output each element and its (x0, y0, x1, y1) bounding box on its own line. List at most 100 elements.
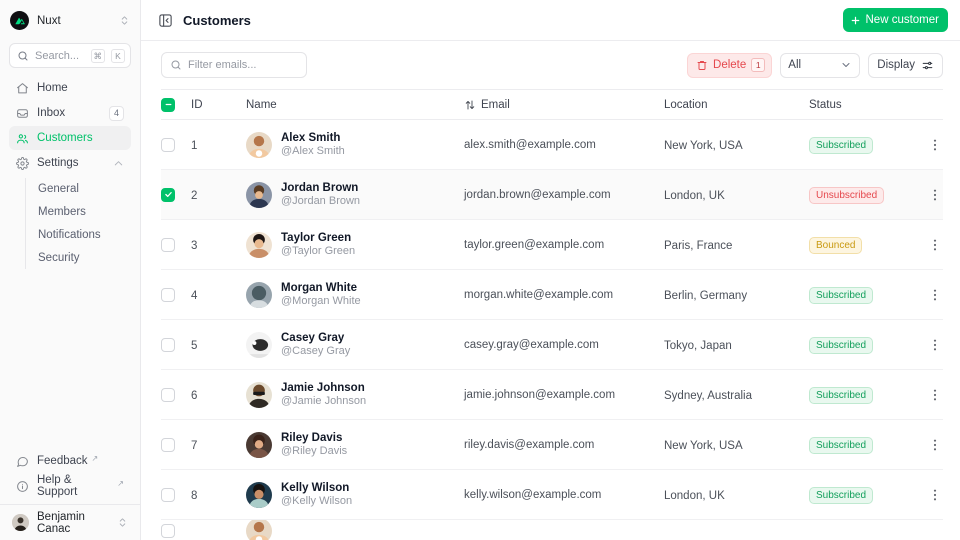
row-checkbox[interactable] (161, 187, 175, 202)
sidebar: Nuxt Search... ⌘ K Home Inbox 4 (0, 0, 141, 540)
ellipsis-vertical-icon[interactable] (927, 437, 943, 453)
shortcut-k: K (111, 48, 125, 63)
search-icon (18, 51, 28, 60)
sidebar-item-label: Feedback (37, 455, 88, 467)
row-checkbox[interactable] (161, 337, 175, 352)
row-location: New York, USA (664, 139, 743, 152)
ellipsis-vertical-icon[interactable] (927, 387, 943, 403)
table-row[interactable]: 2 Jordan Brown @Jordan Brown jordan.brown@e… (161, 170, 943, 220)
row-name: Jamie Johnson (281, 382, 365, 394)
settings-sliders-icon (922, 61, 933, 69)
column-header-status[interactable]: Status (809, 98, 842, 111)
new-customer-button[interactable]: New customer (842, 8, 948, 32)
row-checkbox[interactable] (161, 437, 175, 452)
search-icon (171, 60, 181, 70)
sidebar-item-home[interactable]: Home (9, 76, 131, 100)
info-circle-icon (17, 480, 28, 492)
user-menu[interactable]: Benjamin Canac (0, 504, 140, 540)
filter-emails-input[interactable]: Filter emails... (161, 52, 307, 78)
row-id: 1 (191, 139, 198, 152)
search-placeholder: Search... (35, 49, 80, 62)
status-badge: Subscribed (809, 287, 874, 304)
table-row[interactable]: 3 Taylor Green @Taylor Green taylor.green@e… (161, 220, 943, 270)
select-all-checkbox[interactable] (161, 97, 175, 112)
check-icon (164, 191, 172, 198)
sidebar-item-customers[interactable]: Customers (9, 126, 131, 150)
row-email: kelly.wilson@example.com (464, 488, 602, 501)
message-circle-icon (17, 456, 28, 467)
row-checkbox[interactable] (161, 287, 175, 302)
sidebar-item-members[interactable]: Members (36, 201, 131, 223)
row-handle: @Taylor Green (281, 245, 356, 257)
table-row[interactable]: 8 Kelly Wilson @Kelly Wilson kelly.wilson@e… (161, 470, 943, 520)
table-row[interactable]: 4 Morgan White @Morgan White morgan.white@e… (161, 270, 943, 320)
row-checkbox[interactable] (161, 137, 175, 152)
row-handle: @Jordan Brown (281, 195, 361, 207)
avatar (246, 331, 272, 358)
row-checkbox[interactable] (161, 237, 175, 252)
sidebar-item-feedback[interactable]: Feedback ↗ (9, 449, 131, 473)
row-checkbox[interactable] (161, 387, 175, 402)
search-input[interactable]: Search... ⌘ K (9, 43, 131, 68)
table-row[interactable]: 5 Casey Gray @Casey Gray casey.gray@example… (161, 320, 943, 370)
panel-left-close-icon[interactable] (158, 13, 173, 28)
delete-button[interactable]: Delete 1 (687, 52, 773, 78)
avatar (246, 281, 272, 308)
plus-icon (851, 16, 859, 24)
table-row[interactable]: 6 Jamie Johnson @Jamie Johnson jamie.johnso… (161, 370, 943, 420)
sidebar-item-notifications[interactable]: Notifications (36, 224, 131, 246)
row-checkbox[interactable] (161, 523, 175, 538)
table-row[interactable]: 1 Alex Smith @Alex Smith alex.smith@example… (161, 120, 943, 170)
column-header-email-label: Email (481, 98, 510, 111)
status-filter-select[interactable]: All (780, 52, 861, 78)
row-name: Kelly Wilson (281, 482, 350, 494)
row-select-cell (161, 187, 191, 202)
ellipsis-vertical-icon[interactable] (927, 187, 943, 203)
row-email: taylor.green@example.com (464, 238, 605, 251)
row-id: 5 (191, 339, 198, 352)
nuxt-logo-icon (10, 11, 29, 30)
settings-subnav: General Members Notifications Security (25, 178, 131, 269)
table-row[interactable]: 7 Riley Davis @Riley Davis riley.davis@exam… (161, 420, 943, 470)
external-link-icon: ↗ (117, 479, 124, 488)
ellipsis-vertical-icon[interactable] (927, 137, 943, 153)
arrow-up-down-icon (465, 100, 475, 109)
sidebar-item-inbox[interactable]: Inbox 4 (9, 101, 131, 125)
topbar: Customers New customer (141, 0, 960, 41)
sidebar-item-label: Customers (37, 132, 93, 144)
row-checkbox[interactable] (161, 487, 175, 502)
row-select-cell (161, 387, 191, 402)
row-select-cell (161, 137, 191, 152)
sidebar-item-label: Inbox (37, 107, 66, 119)
display-label: Display (877, 59, 915, 71)
sidebar-footer-links: Feedback ↗ Help & Support ↗ (0, 449, 140, 504)
ellipsis-vertical-icon[interactable] (927, 487, 943, 503)
sidebar-nav: Home Inbox 4 Customers Settings General … (0, 76, 140, 269)
row-email: jamie.johnson@example.com (464, 388, 616, 401)
sidebar-item-general[interactable]: General (36, 178, 131, 200)
ellipsis-vertical-icon[interactable] (927, 237, 943, 253)
row-select-cell (161, 487, 191, 502)
display-button[interactable]: Display (868, 52, 943, 78)
table-row-partial[interactable] (161, 520, 943, 540)
chevrons-up-down-icon (121, 16, 128, 25)
chevrons-up-down-icon (119, 518, 126, 527)
status-badge: Unsubscribed (809, 187, 885, 204)
team-switcher[interactable]: Nuxt (0, 0, 140, 41)
column-header-name[interactable]: Name (246, 99, 464, 111)
column-header-location[interactable]: Location (664, 98, 708, 111)
sidebar-item-security[interactable]: Security (36, 247, 131, 269)
inbox-icon (17, 108, 28, 118)
sidebar-item-settings[interactable]: Settings (9, 151, 131, 175)
sidebar-item-help-support[interactable]: Help & Support ↗ (9, 474, 131, 498)
status-badge: Bounced (809, 237, 863, 254)
row-name: Taylor Green (281, 232, 352, 244)
sidebar-item-label: Help & Support (37, 474, 78, 498)
row-select-cell (161, 237, 191, 252)
ellipsis-vertical-icon[interactable] (927, 287, 943, 303)
avatar (246, 520, 272, 540)
column-header-id[interactable]: ID (191, 98, 203, 111)
column-header-email[interactable]: Email (464, 99, 664, 111)
ellipsis-vertical-icon[interactable] (927, 337, 943, 353)
